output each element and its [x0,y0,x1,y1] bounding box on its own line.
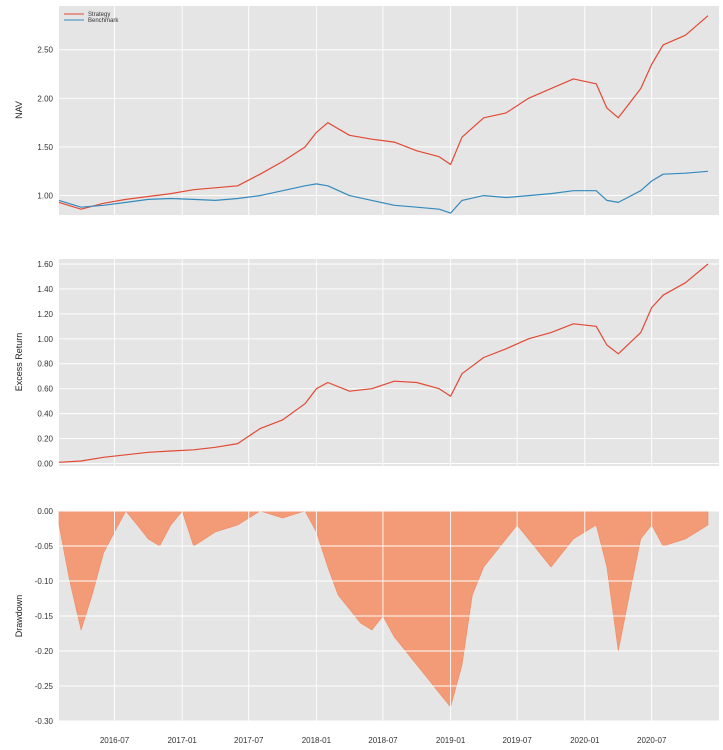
y-tick-label: -0.25 [35,682,54,691]
nav-y-ticks: 1.00 1.50 2.00 2.50 [37,46,53,201]
nav-plot-area [59,6,719,215]
y-tick-label: 0.60 [37,385,53,394]
drawdown-ylabel: Drawdown [14,595,24,638]
y-tick-label: 1.40 [37,285,53,294]
x-tick-label: 2019-01 [436,736,466,745]
x-axis-ticks: 2016-07 2017-01 2017-07 2018-01 2018-07 2019-… [100,736,667,745]
y-tick-label: 0.40 [37,410,53,419]
x-tick-label: 2016-07 [100,736,130,745]
y-tick-label: -0.20 [35,647,54,656]
excess-return-panel: 0.00 0.20 0.40 0.60 0.80 1.00 1.20 1.40 1.60 Exc… [14,259,719,469]
nav-panel: 1.00 1.50 2.00 2.50 NAV Strategy Benchmark [14,6,719,215]
y-tick-label: -0.10 [35,577,54,586]
x-tick-label: 2017-01 [167,736,197,745]
drawdown-series [58,510,709,708]
excess-plot-area [59,259,719,466]
y-tick-label: 0.80 [37,360,53,369]
legend: Strategy Benchmark [64,12,119,24]
drawdown-y-ticks: 0.00 -0.05 -0.10 -0.15 -0.20 -0.25 -0.30 [35,507,54,726]
series-line-benchmark [58,170,709,214]
drawdown-panel: 0.00 -0.05 -0.10 -0.15 -0.20 -0.25 -0.30 Drawd… [14,507,719,726]
y-tick-label: 1.60 [37,260,53,269]
y-tick-label: -0.15 [35,612,54,621]
excess-series [58,263,709,463]
x-tick-label: 2020-07 [637,736,667,745]
y-tick-label: 0.00 [37,460,53,469]
x-tick-label: 2019-07 [502,736,532,745]
x-tick-label: 2018-07 [368,736,398,745]
x-tick-label: 2018-01 [302,736,332,745]
excess-ylabel: Excess Return [14,333,24,392]
x-tick-label: 2020-01 [570,736,600,745]
y-tick-label: 1.50 [37,143,53,152]
drawdown-grid [59,510,719,722]
y-tick-label: 2.00 [37,94,53,103]
series-line-strategy [58,15,709,210]
excess-y-ticks: 0.00 0.20 0.40 0.60 0.80 1.00 1.20 1.40 1.60 [37,260,53,469]
legend-benchmark-label: Benchmark [88,18,119,24]
nav-series [58,15,709,214]
x-tick-label: 2017-07 [234,736,264,745]
y-tick-label: 1.20 [37,310,53,319]
y-tick-label: 0.00 [37,507,53,516]
series-line-excess-return [58,263,709,463]
y-tick-label: -0.30 [35,717,54,726]
y-tick-label: 1.00 [37,192,53,201]
y-tick-label: 2.50 [37,46,53,55]
y-tick-label: 1.00 [37,335,53,344]
nav-grid [59,6,719,215]
excess-grid [59,259,719,466]
drawdown-area [58,510,709,708]
y-tick-label: 0.20 [37,435,53,444]
y-tick-label: -0.05 [35,542,54,551]
nav-ylabel: NAV [14,101,24,119]
legend-strategy-label: Strategy [88,12,110,18]
